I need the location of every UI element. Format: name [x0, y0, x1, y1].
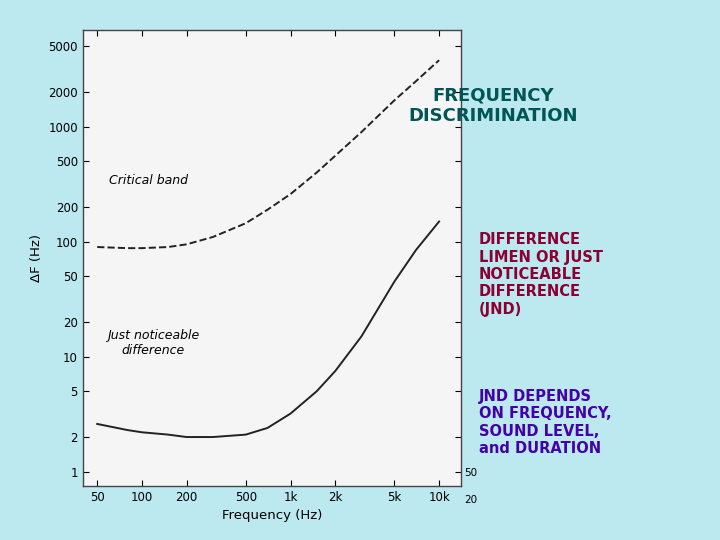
- Text: Critical band: Critical band: [109, 174, 188, 187]
- Text: 50: 50: [464, 468, 477, 478]
- Text: Just noticeable
difference: Just noticeable difference: [107, 329, 199, 357]
- Text: FREQUENCY
DISCRIMINATION: FREQUENCY DISCRIMINATION: [408, 86, 578, 125]
- Y-axis label: ΔF (Hz): ΔF (Hz): [30, 234, 42, 282]
- Text: 20: 20: [464, 495, 477, 505]
- Text: JND DEPENDS
ON FREQUENCY,
SOUND LEVEL,
and DURATION: JND DEPENDS ON FREQUENCY, SOUND LEVEL, a…: [479, 389, 611, 456]
- Text: DIFFERENCE
LIMEN OR JUST
NOTICEABLE
DIFFERENCE
(JND): DIFFERENCE LIMEN OR JUST NOTICEABLE DIFF…: [479, 232, 603, 317]
- X-axis label: Frequency (Hz): Frequency (Hz): [222, 509, 322, 522]
